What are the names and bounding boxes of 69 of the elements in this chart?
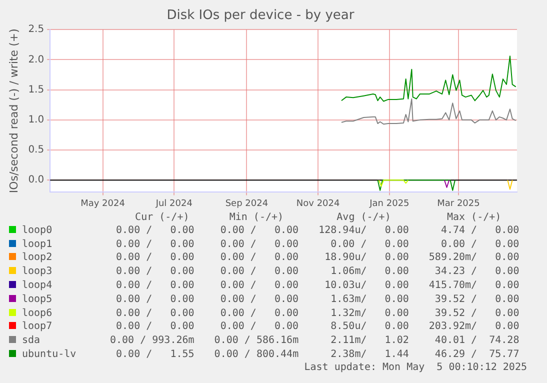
chart-title: Disk IOs per device - by year [166, 8, 355, 24]
text: 0.00 / 0.00 [115, 278, 194, 293]
text: 0.00 / 0.00 [115, 265, 194, 279]
y-tick-label: 0.0 [28, 174, 44, 186]
text: 34.23 / 0.00 [434, 265, 520, 279]
text: Min (-/+) [228, 212, 285, 224]
legend-label: sda [22, 335, 40, 346]
text: 415.70m/ 0.00 [428, 278, 520, 293]
y-tick-label: 2.5 [28, 24, 44, 36]
text: Max (-/+) [446, 212, 502, 224]
text: 1.32m/ 0.00 [330, 306, 409, 320]
y-tick-label: 2.0 [28, 54, 44, 66]
text: 0.00 / 0.00 [219, 320, 299, 334]
text: 2.11m/ 1.02 [330, 334, 409, 348]
y-tick-label: 0.5 [28, 144, 44, 156]
text: 0.00 / 993.26m [110, 334, 194, 348]
text: 0.00 / 0.00 [115, 292, 194, 307]
text: 46.29 / 75.77 [434, 348, 520, 362]
text: 0.00 / 0.00 [440, 238, 520, 252]
text: 39.52 / 0.00 [434, 292, 520, 307]
text: 1.63m/ 0.00 [330, 292, 409, 307]
legend-label: loop0 [22, 224, 52, 236]
text: 18.90u/ 0.00 [324, 251, 409, 266]
text: 0.00 / 586.16m [213, 334, 299, 348]
x-tick-label: Jan 2025 [368, 198, 410, 209]
y-axis-title: IOs/second read (-) / write (+) [7, 28, 20, 194]
text: 0.00 / 0.00 [115, 320, 194, 334]
x-tick-label: May 2024 [80, 198, 126, 209]
x-tick-label: Jul 2024 [154, 198, 193, 209]
text: 1.06m/ 0.00 [330, 265, 409, 279]
legend-label: loop6 [22, 308, 52, 319]
text: 0.00 / 0.00 [219, 251, 299, 266]
x-tick-label: Nov 2024 [296, 198, 340, 209]
text: 0.00 / 800.44m [213, 348, 299, 362]
legend-label: loop7 [22, 321, 52, 332]
text: 0.00 / 0.00 [219, 292, 299, 307]
text: 589.20m/ 0.00 [428, 251, 520, 266]
text: 0.00 / 0.00 [115, 251, 194, 266]
text: 0.00 / 0.00 [219, 306, 299, 320]
text: 0.00 / 1.55 [115, 348, 194, 362]
legend-label: loop5 [22, 294, 52, 305]
legend-label: loop4 [22, 280, 52, 291]
legend-label: loop3 [22, 266, 52, 278]
text: 0.00 / 0.00 [219, 278, 299, 293]
text: 0.00 / 0.00 [115, 238, 194, 252]
text: 128.94u/ 0.00 [318, 224, 409, 238]
legend-label: loop1 [22, 238, 52, 250]
text: Last update: Mon May 5 00:10:12 2025 [303, 362, 528, 373]
text: 4.74 / 0.00 [440, 224, 520, 238]
text: 0.00 / 0.00 [115, 224, 194, 238]
text: 39.52 / 0.00 [434, 306, 520, 320]
text: 40.01 / 74.28 [434, 334, 520, 348]
legend-label: ubuntu-lv [22, 348, 76, 360]
legend-label: loop2 [22, 252, 52, 264]
text: 0.00 / 0.00 [219, 224, 299, 238]
y-tick-label: 1.0 [28, 114, 44, 126]
text: 0.00 / 0.00 [115, 306, 194, 320]
text: 2.38m/ 1.44 [330, 348, 409, 362]
text: 0.00 / 0.00 [330, 238, 409, 252]
text: 10.03u/ 0.00 [324, 278, 409, 293]
text: 203.92m/ 0.00 [428, 320, 520, 334]
text: Avg (-/+) [336, 212, 392, 224]
text: Cur (-/+) [134, 212, 190, 224]
text: 8.50u/ 0.00 [330, 320, 409, 334]
x-tick-label: Mar 2025 [437, 198, 480, 209]
y-tick-label: 1.5 [28, 84, 44, 96]
text: 0.00 / 0.00 [219, 238, 299, 252]
x-tick-label: Sep 2024 [225, 198, 268, 209]
text: 0.00 / 0.00 [219, 265, 299, 279]
